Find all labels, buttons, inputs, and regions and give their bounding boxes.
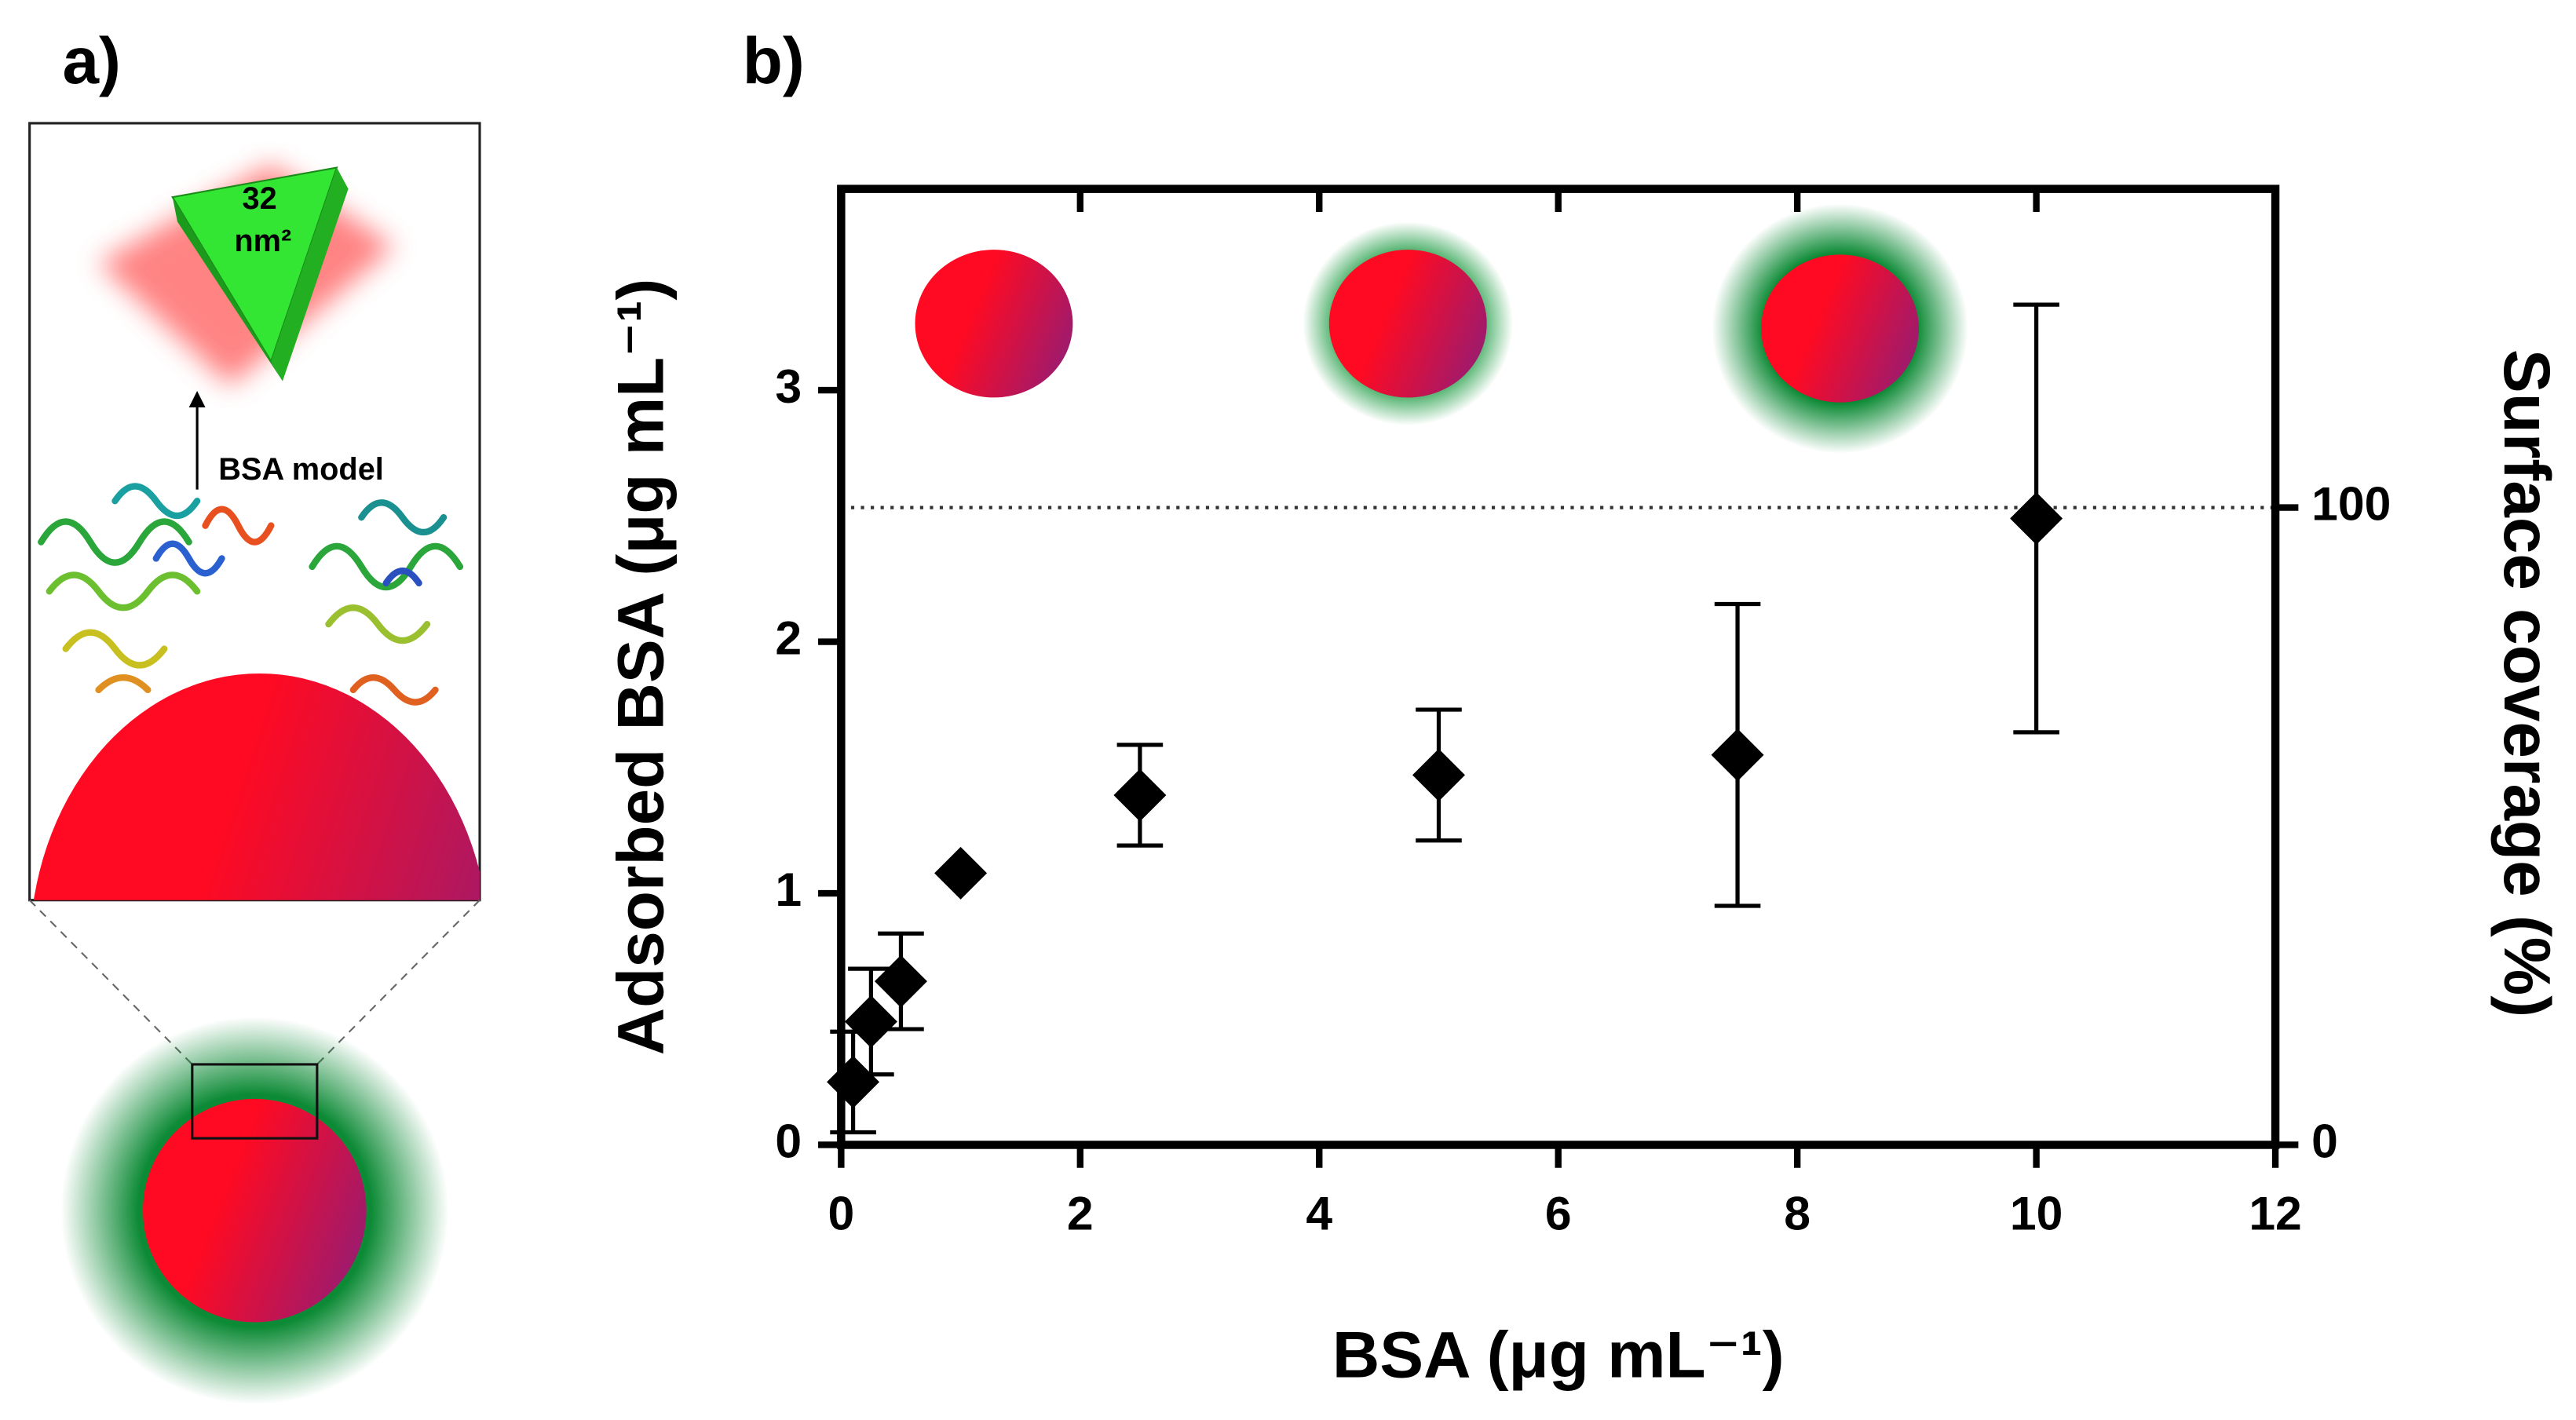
protein [38,483,464,706]
marker [844,995,897,1048]
y-tick-label: 3 [775,360,802,413]
x-tick-label: 12 [2249,1187,2301,1240]
y2-tick-label: 0 [2311,1115,2338,1168]
x-tick-label: 2 [1067,1187,1094,1240]
particle [915,250,1073,398]
y2-tick-label: 100 [2311,477,2391,531]
marker [1711,728,1764,782]
zoom-line [316,899,480,1065]
zoom-line [28,899,193,1065]
marker [1113,768,1167,822]
prism-side [271,167,349,381]
marker [827,1055,880,1108]
marker [934,846,988,900]
x-axis-label: BSA (μg mL⁻¹) [1332,1318,1785,1392]
zoom-rect [191,1063,319,1140]
inset-particles [915,203,1968,454]
y2-axis-label: Surface coverage (%) [2490,349,2564,1017]
marker [1412,748,1465,801]
marker [2010,492,2063,545]
y-tick-label: 2 [775,611,802,665]
marker [874,955,927,1008]
x-tick-label: 0 [828,1187,854,1240]
x-tick-label: 10 [2010,1187,2063,1240]
y-tick-label: 1 [775,863,802,916]
x-tick-label: 6 [1545,1187,1572,1240]
y-tick-label: 0 [775,1115,802,1168]
illustration: 32 nm² BSA model [28,122,481,1405]
arrow-head [188,391,206,407]
plot-frame [837,184,2280,1149]
prism-side [172,197,283,381]
x-tick-label: 4 [1306,1187,1332,1240]
particle-surface [33,673,480,900]
model-label: BSA model [218,452,384,487]
area-unit: nm² [234,224,291,258]
particle [1328,250,1487,398]
x-tick-label: 8 [1784,1187,1811,1240]
panel-label: a) [63,24,121,97]
panel-label: b) [743,24,805,97]
area-value: 32 [243,181,277,216]
particle [143,1098,367,1323]
y-axis-label: Adsorbed BSA (μg mL⁻¹) [603,279,677,1056]
particle [1761,254,1920,403]
